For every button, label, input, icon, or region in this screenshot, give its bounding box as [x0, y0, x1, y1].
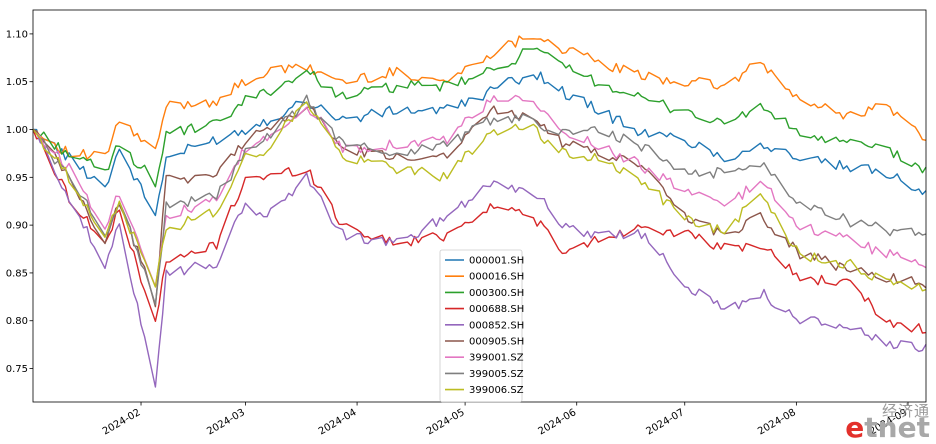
series-line-000001.SH — [32, 71, 927, 217]
y-tick-label: 0.75 — [6, 364, 28, 375]
legend-label: 000852.SH — [469, 320, 524, 331]
y-tick-label: 1.05 — [6, 77, 28, 88]
y-tick-label: 0.85 — [6, 268, 28, 279]
x-tick-label: 2024-02 — [101, 407, 143, 437]
x-tick-label: 2024-06 — [537, 407, 579, 437]
series-line-399005.SZ — [32, 94, 927, 306]
series-line-399001.SZ — [32, 94, 927, 288]
legend-label: 399001.SZ — [469, 353, 524, 364]
watermark-logo-text: etnet — [845, 414, 930, 442]
series-line-399006.SZ — [32, 101, 927, 292]
y-tick-label: 1.00 — [6, 125, 28, 136]
y-tick-label: 1.10 — [6, 29, 28, 40]
watermark-logo-rest: tnet — [864, 411, 930, 444]
series-line-000852.SH — [32, 128, 927, 388]
y-tick-label: 0.95 — [6, 173, 28, 184]
series-line-000688.SH — [32, 129, 927, 334]
x-tick-label: 2024-04 — [317, 407, 359, 437]
legend-label: 000016.SH — [469, 272, 524, 283]
series-line-000016.SH — [32, 35, 927, 160]
x-tick-label: 2024-08 — [756, 407, 798, 437]
watermark-chinese-text: 经济通 — [881, 402, 930, 420]
series-line-000300.SH — [32, 47, 927, 188]
legend-label: 399006.SZ — [469, 385, 524, 396]
legend-label: 399005.SZ — [469, 369, 524, 380]
x-axis: 2024-02 2024-03 2024-04 2024-05 2024-06 2024-… — [101, 402, 909, 437]
legend-label: 000905.SH — [469, 337, 524, 348]
watermark-logo-e: e — [845, 411, 865, 444]
y-tick-label: 0.90 — [6, 221, 28, 232]
x-tick-label: 2024-05 — [425, 407, 467, 437]
series-line-000905.SH — [32, 105, 927, 308]
legend-label: 000688.SH — [469, 304, 524, 315]
plot-lines — [32, 35, 927, 388]
legend-label: 000300.SH — [469, 288, 524, 299]
x-tick-label: 2024-03 — [205, 407, 247, 437]
legend: 000001.SH 000016.SH 000300.SH 000688.SH 0008… — [439, 249, 524, 403]
x-tick-label: 2024-07 — [645, 407, 687, 437]
legend-box — [439, 249, 523, 403]
etnet-watermark: 经济通 etnet — [838, 400, 930, 442]
y-axis: 0.75 0.80 0.85 0.90 0.95 1.00 1.05 1.10 — [6, 29, 33, 375]
legend-label: 000001.SH — [469, 256, 524, 267]
y-tick-label: 0.80 — [6, 316, 28, 327]
